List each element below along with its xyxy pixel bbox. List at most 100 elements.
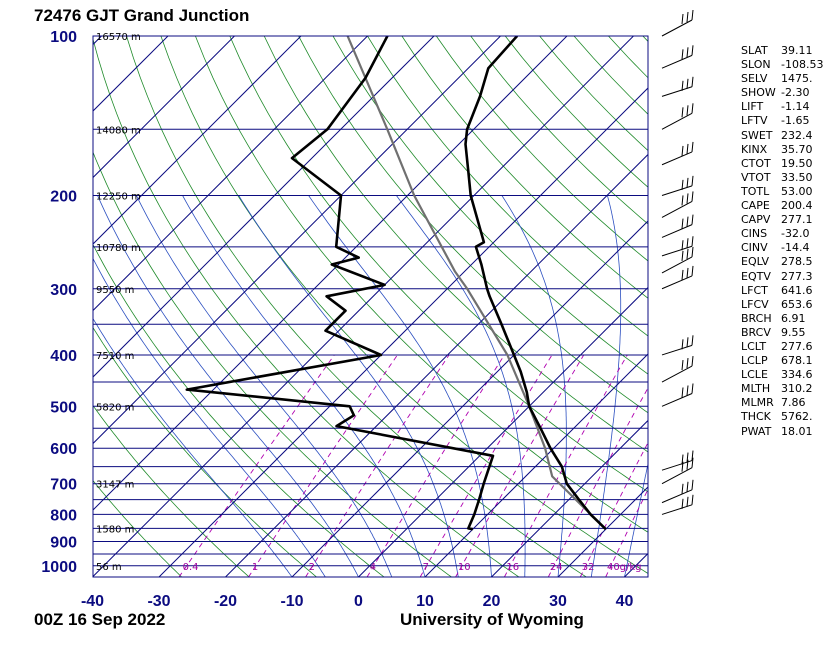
index-name: CAPE bbox=[741, 199, 770, 213]
wind-barb-feather bbox=[681, 498, 684, 509]
pressure-tick-label: 800 bbox=[50, 507, 77, 524]
index-row: EQTV 277.3 bbox=[741, 270, 823, 284]
wind-barb-feather bbox=[691, 479, 694, 490]
temperature-tick-label: 0 bbox=[354, 593, 363, 610]
index-name: EQTV bbox=[741, 269, 771, 283]
wind-barb-feather bbox=[686, 238, 689, 249]
index-name: TOTL bbox=[741, 184, 770, 198]
temperature-tick-label: -30 bbox=[147, 593, 170, 610]
index-value: -108.53 bbox=[781, 58, 824, 72]
index-row: EQLV 278.5 bbox=[741, 255, 823, 269]
wind-barb-feather bbox=[686, 358, 689, 369]
height-label: 1580 m bbox=[96, 524, 134, 535]
temperature-axis-labels: -40 -30 -20 -10 0 10 20 30 40 bbox=[81, 593, 634, 610]
wind-barb-feather bbox=[686, 177, 689, 188]
moist-adiabat bbox=[308, 195, 492, 577]
wind-barb-feather bbox=[681, 461, 684, 472]
index-name: LCLT bbox=[741, 339, 767, 353]
source-label: University of Wyoming bbox=[400, 610, 584, 629]
mixing-ratio-line bbox=[366, 354, 505, 577]
wind-barb-feather bbox=[681, 80, 684, 91]
temperature-tick-label: 20 bbox=[483, 593, 501, 610]
wind-barb-feather bbox=[681, 240, 684, 251]
parcel-path bbox=[346, 36, 607, 530]
isotherm-line bbox=[291, 220, 648, 577]
mixing-ratio-line bbox=[504, 354, 628, 577]
mixing-ratio-label: 0.4 bbox=[183, 562, 199, 573]
index-name: BRCH bbox=[741, 311, 772, 325]
index-name: SLAT bbox=[741, 44, 768, 57]
wind-barb-shaft bbox=[661, 54, 693, 69]
dry-adiabat bbox=[93, 480, 182, 577]
pressure-tick-label: 900 bbox=[50, 535, 77, 552]
index-name: SELV bbox=[741, 72, 768, 86]
index-value: 277.1 bbox=[781, 213, 813, 227]
index-row: SELV 1475. bbox=[741, 72, 823, 86]
wind-barb-feather bbox=[691, 214, 694, 225]
dewpoint-profile bbox=[185, 36, 495, 531]
dry-adiabat bbox=[93, 243, 385, 577]
index-row: VTOT 33.50 bbox=[741, 171, 823, 185]
wind-barb-feather bbox=[686, 248, 689, 259]
wind-barb-feather bbox=[691, 457, 694, 468]
index-value: 334.6 bbox=[781, 368, 813, 382]
wind-barb-feather bbox=[691, 191, 694, 202]
index-value: 9.55 bbox=[781, 325, 806, 339]
index-name: CINS bbox=[741, 227, 768, 241]
index-name: LFCV bbox=[741, 297, 769, 311]
wind-barb-feather bbox=[686, 459, 689, 470]
wind-barb-feather bbox=[691, 246, 694, 257]
index-row: BRCV 9.55 bbox=[741, 326, 823, 340]
mixing-ratio-labels: 0.4 1 2 4 7 10 16 24 32 40g/kg bbox=[183, 562, 642, 573]
index-value: 1475. bbox=[781, 72, 813, 86]
mixing-ratio-line bbox=[178, 354, 335, 577]
index-name: SHOW bbox=[741, 86, 776, 100]
wind-barb-shaft bbox=[661, 489, 693, 504]
height-label: 9550 m bbox=[96, 285, 134, 296]
height-label: 14080 m bbox=[96, 125, 141, 136]
temperature-tick-label: -20 bbox=[214, 593, 237, 610]
isotherm-line bbox=[158, 87, 648, 577]
index-name: LIFT bbox=[741, 100, 764, 114]
wind-barb-feather bbox=[686, 452, 689, 463]
index-value: 278.5 bbox=[781, 255, 813, 269]
height-label: 3147 m bbox=[96, 480, 134, 491]
wind-barb-feather bbox=[691, 9, 694, 21]
index-row: SWET 232.4 bbox=[741, 129, 823, 143]
wind-barb-shaft bbox=[661, 393, 693, 407]
mixing-ratio-label: 2 bbox=[309, 562, 315, 573]
index-name: LCLP bbox=[741, 354, 768, 368]
isotherm-line bbox=[93, 36, 102, 46]
dry-adiabat bbox=[401, 36, 648, 299]
height-label: 5820 m bbox=[96, 402, 134, 413]
wind-barb-feather bbox=[686, 267, 689, 279]
isotherm-line bbox=[93, 36, 501, 445]
wind-barb-feather bbox=[681, 339, 684, 350]
wind-barb-feather bbox=[681, 107, 684, 118]
index-row: CINS -32.0 bbox=[741, 227, 823, 241]
temperature-tick-label: -40 bbox=[81, 593, 104, 610]
index-name: VTOT bbox=[741, 170, 771, 184]
wind-barb-feather bbox=[691, 103, 694, 114]
index-row: CTOT 19.50 bbox=[741, 157, 823, 171]
pressure-tick-label: 700 bbox=[50, 477, 77, 494]
pressure-tick-label: 400 bbox=[50, 348, 77, 365]
dry-adiabat bbox=[93, 326, 317, 577]
temperature-tick-label: -10 bbox=[280, 593, 303, 610]
index-name: SWET bbox=[741, 128, 773, 142]
index-value: 277.6 bbox=[781, 339, 813, 353]
index-name: SLON bbox=[741, 58, 771, 72]
pressure-tick-label: 100 bbox=[50, 29, 77, 46]
index-value: 277.3 bbox=[781, 269, 813, 283]
pressure-tick-label: 1000 bbox=[41, 559, 77, 576]
height-label: 16570 m bbox=[96, 32, 141, 43]
wind-barb-feather bbox=[686, 496, 689, 507]
index-value: 678.1 bbox=[781, 354, 813, 368]
index-value: 39.11 bbox=[781, 44, 813, 57]
wind-barb-feather bbox=[686, 337, 689, 348]
index-value: 19.50 bbox=[781, 156, 813, 170]
index-value: -2.30 bbox=[781, 86, 810, 100]
index-row: LCLT 277.6 bbox=[741, 340, 823, 354]
wind-barb-feather bbox=[681, 13, 684, 25]
isotherm-line bbox=[93, 36, 634, 577]
